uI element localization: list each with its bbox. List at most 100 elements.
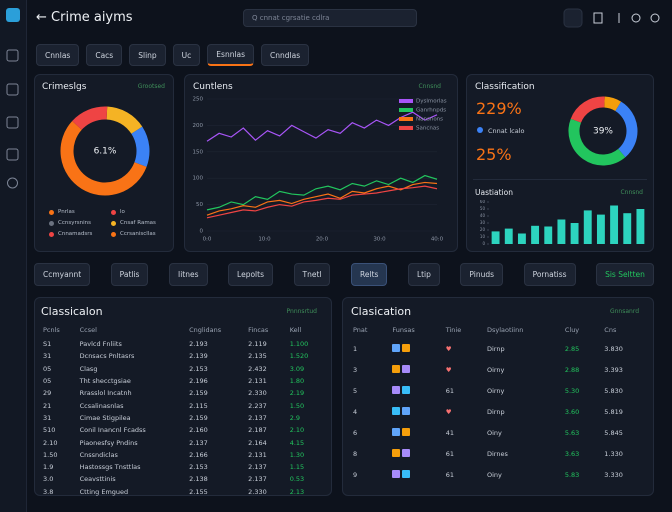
legend-swatch	[111, 220, 116, 226]
table-cell: 05	[43, 377, 52, 386]
tab[interactable]: Sis Seltten	[596, 263, 654, 286]
table-cell: Piaonesfsy Pndins	[79, 438, 138, 447]
legend-label: Nansnons	[416, 117, 443, 123]
donut-center: 6.1%	[94, 147, 117, 157]
line-series	[206, 174, 438, 211]
y-tick-label: 60	[480, 200, 486, 204]
tab[interactable]: Tnetl	[293, 263, 331, 286]
tab[interactable]: Lepolts	[228, 263, 273, 286]
legend-swatch	[399, 99, 413, 103]
x-tick-label: 10:0	[258, 237, 271, 243]
tab[interactable]: Ltip	[407, 263, 440, 286]
toolbar-button[interactable]: Cacs	[86, 44, 123, 66]
table-cell: 31	[43, 352, 52, 361]
donut-segment	[603, 96, 622, 112]
table-cell: 2.159	[189, 413, 208, 422]
y-tick-label: 20	[480, 227, 486, 232]
table-cell: 2.131	[248, 450, 267, 459]
table-cell: 4.15	[289, 438, 305, 447]
tab[interactable]: Pornatiss	[523, 263, 576, 286]
search-box[interactable]: Q cnnat cgrsatie cdlra	[243, 9, 417, 27]
tab[interactable]: Iitnes	[169, 263, 208, 286]
stat-legend-text: Cnnat lcalo	[488, 127, 525, 135]
table-cell: Clasg	[79, 364, 98, 373]
row-icon	[392, 448, 401, 457]
panel-title: Classification	[475, 82, 535, 92]
column-header: Pcnls	[43, 326, 60, 334]
table-row: 05 Clasg 2.153 2.432 3.09	[39, 363, 325, 375]
panel-badge[interactable]: Grootsed	[137, 83, 165, 90]
column-header: Funsas	[392, 326, 415, 334]
table-cell: Conil Inancnl Fcadss	[79, 426, 146, 435]
legend-item: Pnrlas	[49, 209, 111, 215]
table-row: 1.50 Cnssndiclas 2.166 2.131 1.30	[39, 449, 325, 461]
section-badge[interactable]: Cnnsnd	[620, 189, 643, 196]
column-header: Cluy	[564, 326, 580, 334]
row-icon	[402, 427, 411, 436]
table-cell: 3.830	[604, 344, 623, 353]
table-cell: 2.196	[189, 377, 208, 386]
table-cell: 2.19	[289, 389, 305, 398]
table-cell: ♥	[445, 344, 452, 353]
durations-panel: Cuntlens Cnnsnd 0 50 100 150 200 250 0:0 10:0 20…	[184, 74, 458, 252]
toolbar-button[interactable]: Cnnlas	[36, 44, 80, 66]
bar	[583, 210, 592, 244]
table-cell: 2.137	[248, 413, 267, 422]
table-cell: 2.330	[248, 487, 267, 496]
table-cell: Oiny	[486, 428, 502, 437]
panel-badge[interactable]: Cnnsnd	[418, 83, 441, 90]
table-cell: 4	[353, 407, 358, 416]
table-cell: 5	[353, 386, 358, 395]
tab[interactable]: Relts	[351, 263, 388, 286]
bar	[557, 219, 566, 244]
toolbar-button[interactable]: Slinp	[129, 44, 166, 66]
donut-segment	[131, 126, 150, 167]
table-cell: Ccsalinasnlas	[79, 401, 124, 410]
table-cell: 2.160	[189, 426, 208, 435]
tab[interactable]: Ccmyannt	[34, 263, 91, 286]
table-badge[interactable]: Gnnsanrd	[609, 308, 639, 315]
x-tick-label: 0:0	[203, 237, 212, 243]
icon-cell	[388, 401, 441, 422]
toolbar-button[interactable]: Cnndlas	[261, 44, 310, 66]
toolbar-button[interactable]: Uc	[172, 44, 201, 66]
toolbar-button[interactable]: Esnnlas	[207, 44, 255, 66]
donut-segment	[568, 118, 626, 166]
table-badge[interactable]: Pnnnsrtud	[286, 308, 317, 315]
legend-item: Ccnsyrsnins	[49, 220, 111, 226]
table-row: S1 Pavlcd Fnliits 2.193 2.119 1.100	[39, 338, 325, 350]
tab[interactable]: Patlis	[110, 263, 149, 286]
table-cell: 31	[43, 413, 52, 422]
bar	[491, 231, 500, 244]
column-header: Kell	[289, 326, 302, 334]
table-cell: Cimae Stigpilea	[79, 413, 131, 422]
table-cell: 2.88	[564, 365, 580, 374]
legend-label: Ccnsyrsnins	[58, 220, 91, 226]
line-series	[206, 185, 438, 219]
bar-chart: 0 10 20 30 40 50 60	[480, 200, 645, 246]
table-body: 1 ♥ Dirnp 2.85 3.830 3 ♥ Oirny 2.88 3.393 5 61 Oirny…	[349, 338, 647, 485]
donut-center: 39%	[593, 127, 613, 137]
table-row: 1.9 Hastossgs Tnsttlas 2.153 2.137 1.15	[39, 461, 325, 473]
table-cell: 2.10	[289, 426, 305, 435]
column-header: Cnglidans	[189, 326, 222, 334]
table-cell: Ceavsttinis	[79, 475, 116, 484]
table-cell: 3.09	[289, 364, 305, 373]
legend-label: Cnsaf Ramas	[120, 220, 156, 226]
table-row: 8 61 Dirnes 3.63 1.330	[349, 443, 647, 464]
table-cell: 41	[445, 428, 454, 437]
y-tick-label: 0	[482, 241, 485, 246]
table-cell: 3.60	[564, 407, 580, 416]
table-cell: 2.115	[189, 401, 208, 410]
row-icon	[392, 343, 401, 352]
legend-item: Cnnamadsrs	[49, 231, 111, 237]
legend-swatch	[399, 108, 413, 112]
x-tick-label: 30:0	[373, 237, 386, 243]
table-row: 6 41 Oiny 5.63 5.845	[349, 422, 647, 443]
table-cell: 05	[43, 364, 52, 373]
bar	[504, 228, 513, 244]
tabs: Ccmyannt Patlis Iitnes Lepolts Tnetl Relts Lti…	[34, 263, 654, 286]
donut-segment	[72, 106, 108, 131]
tab[interactable]: Pinuds	[460, 263, 504, 286]
table-cell: 1.100	[289, 340, 309, 349]
